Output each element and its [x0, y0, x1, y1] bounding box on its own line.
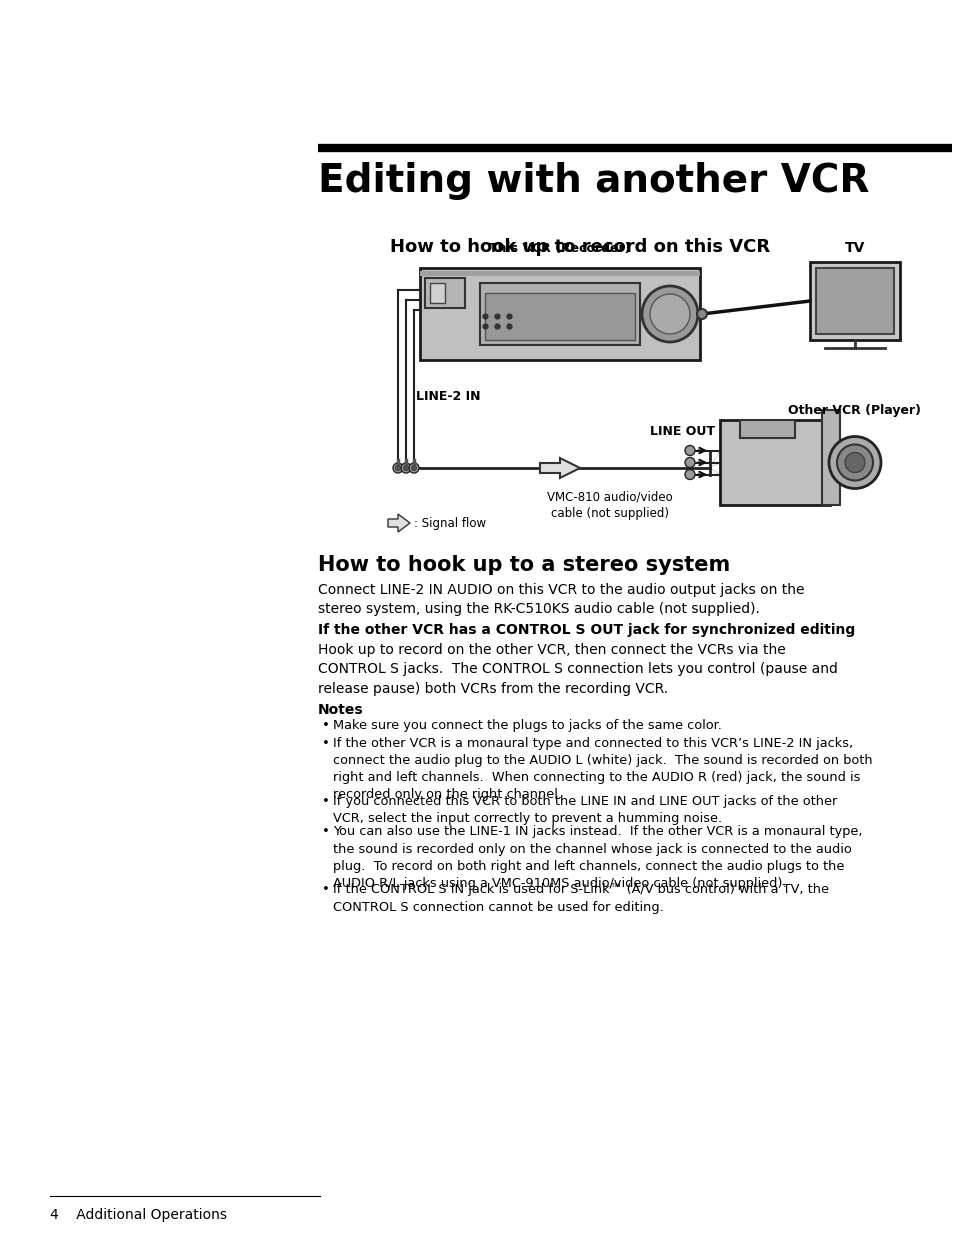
Text: If the other VCR is a monaural type and connected to this VCR’s LINE-2 IN jacks,: If the other VCR is a monaural type and …: [333, 736, 872, 801]
Text: LINE OUT: LINE OUT: [649, 425, 714, 438]
Circle shape: [400, 464, 411, 473]
Text: How to hook up to record on this VCR: How to hook up to record on this VCR: [390, 238, 769, 256]
Text: Make sure you connect the plugs to jacks of the same color.: Make sure you connect the plugs to jacks…: [333, 719, 721, 732]
Text: •: •: [322, 794, 330, 808]
Circle shape: [393, 464, 402, 473]
Text: Connect LINE-2 IN AUDIO on this VCR to the audio output jacks on the
stereo syst: Connect LINE-2 IN AUDIO on this VCR to t…: [317, 583, 803, 616]
Bar: [419, 271, 700, 276]
Circle shape: [403, 466, 408, 471]
Circle shape: [684, 445, 695, 455]
Circle shape: [649, 293, 689, 334]
Text: •: •: [322, 826, 330, 838]
Bar: [671, 295, 687, 303]
Bar: [671, 309, 687, 318]
Bar: [484, 293, 635, 340]
Text: : Signal flow: : Signal flow: [414, 517, 486, 529]
Text: LINE-2 IN: LINE-2 IN: [416, 390, 480, 403]
Text: This VCR (Recorder): This VCR (Recorder): [489, 242, 630, 255]
Text: If the other VCR has a CONTROL S OUT jack for synchronized editing: If the other VCR has a CONTROL S OUT jac…: [317, 623, 854, 637]
Circle shape: [641, 286, 698, 342]
Bar: [479, 284, 639, 345]
Circle shape: [697, 309, 706, 319]
Circle shape: [836, 445, 872, 481]
Text: If you connected this VCR to both the LINE IN and LINE OUT jacks of the other
VC: If you connected this VCR to both the LI…: [333, 794, 837, 825]
Circle shape: [395, 466, 400, 471]
Text: VMC-810 audio/video
cable (not supplied): VMC-810 audio/video cable (not supplied): [547, 490, 672, 520]
Bar: [720, 420, 829, 506]
Bar: [740, 420, 794, 438]
Circle shape: [409, 464, 418, 473]
Text: If the CONTROL S IN jack is used for S-Link™ (A/V bus control) with a TV, the
CO: If the CONTROL S IN jack is used for S-L…: [333, 884, 828, 914]
Text: You can also use the LINE-1 IN jacks instead.  If the other VCR is a monaural ty: You can also use the LINE-1 IN jacks ins…: [333, 826, 862, 890]
Circle shape: [411, 466, 416, 471]
Circle shape: [684, 457, 695, 467]
Text: How to hook up to a stereo system: How to hook up to a stereo system: [317, 555, 729, 575]
Circle shape: [844, 453, 864, 472]
Bar: [649, 295, 665, 303]
Text: •: •: [322, 884, 330, 896]
Bar: [424, 277, 464, 308]
Bar: [821, 411, 840, 506]
Bar: [809, 261, 899, 340]
Bar: [419, 268, 700, 360]
Bar: [649, 309, 665, 318]
Text: Hook up to record on the other VCR, then connect the VCRs via the
CONTROL S jack: Hook up to record on the other VCR, then…: [317, 642, 837, 695]
Polygon shape: [388, 514, 410, 531]
Circle shape: [828, 436, 880, 488]
Text: •: •: [322, 719, 330, 732]
Bar: [815, 268, 893, 334]
Circle shape: [684, 470, 695, 480]
Text: •: •: [322, 736, 330, 750]
Text: Other VCR (Player): Other VCR (Player): [788, 404, 921, 417]
Polygon shape: [539, 457, 579, 478]
Text: Editing with another VCR: Editing with another VCR: [317, 162, 868, 200]
Bar: [430, 284, 444, 303]
Text: 4    Additional Operations: 4 Additional Operations: [50, 1208, 227, 1222]
Text: TV: TV: [844, 240, 864, 255]
Text: Notes: Notes: [317, 703, 363, 718]
